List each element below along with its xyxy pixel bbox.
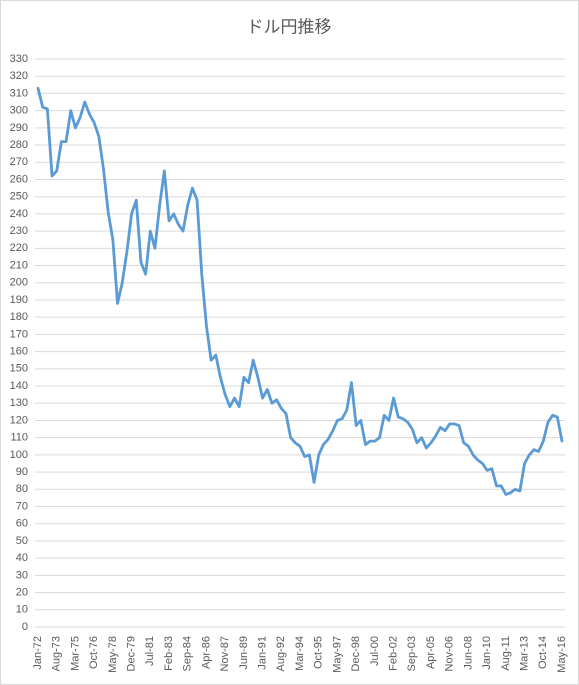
x-tick-label: Jun-89 [238,636,250,670]
x-tick-label: Aug-73 [51,636,63,671]
y-tick-label: 300 [10,105,28,117]
y-tick-label: 150 [10,363,28,375]
x-tick-label: Oct-76 [88,636,100,669]
y-tick-label: 10 [16,604,28,616]
y-tick-label: 50 [16,535,28,547]
y-tick-label: 330 [10,53,28,65]
x-tick-label: Jan-91 [256,636,268,670]
x-tick-label: Jul-00 [369,636,381,666]
y-tick-label: 20 [16,586,28,598]
x-tick-label: Dec-98 [350,636,362,671]
x-tick-label: Sep-03 [406,636,418,671]
x-tick-label: Nov-06 [444,636,456,671]
x-tick-label: Feb-83 [163,636,175,671]
x-tick-label: Aug-92 [275,636,287,671]
x-tick-label: Mar-75 [69,636,81,671]
y-tick-label: 70 [16,500,28,512]
y-tick-label: 0 [22,621,28,633]
y-tick-label: 130 [10,397,28,409]
y-tick-label: 90 [16,466,28,478]
y-tick-label: 60 [16,518,28,530]
x-tick-label: Jan-72 [32,636,44,670]
y-tick-label: 140 [10,380,28,392]
y-tick-label: 310 [10,87,28,99]
y-tick-label: 170 [10,328,28,340]
x-tick-label: Sep-84 [182,636,194,671]
y-tick-label: 220 [10,242,28,254]
x-tick-label: Mar-94 [294,636,306,671]
y-tick-label: 200 [10,277,28,289]
y-tick-label: 160 [10,346,28,358]
y-tick-label: 110 [10,432,28,444]
y-tick-label: 250 [10,191,28,203]
x-tick-label: Feb-02 [387,636,399,671]
x-tick-label: Oct-95 [313,636,325,669]
chart-title: ドル円推移 [247,17,332,36]
x-tick-label: May-16 [556,636,568,673]
y-tick-label: 180 [10,311,28,323]
x-tick-label: Oct-14 [537,636,549,669]
y-tick-label: 230 [10,225,28,237]
y-tick-label: 240 [10,208,28,220]
x-tick-label: May-78 [107,636,119,673]
y-tick-label: 120 [10,414,28,426]
x-tick-label: Nov-87 [219,636,231,671]
x-tick-label: Mar-13 [518,636,530,671]
x-tick-label: May-97 [331,636,343,673]
data-line [36,86,564,496]
y-tick-label: 190 [10,294,28,306]
y-tick-label: 210 [10,259,28,271]
y-tick-label: 40 [16,552,28,564]
y-tick-label: 100 [10,449,28,461]
x-tick-label: Aug-11 [500,636,512,671]
y-tick-label: 270 [10,156,28,168]
x-tick-label: Jan-10 [481,636,493,670]
y-tick-label: 30 [16,569,28,581]
y-tick-label: 290 [10,122,28,134]
x-tick-label: Apr-86 [200,636,212,669]
x-tick-label: Dec-79 [125,636,137,671]
x-tick-label: Apr-05 [425,636,437,669]
x-tick-label: Jun-08 [462,636,474,670]
y-tick-label: 260 [10,173,28,185]
y-tick-label: 280 [10,139,28,151]
x-tick-label: Jul-81 [144,636,156,666]
y-tick-label: 320 [10,70,28,82]
y-tick-label: 80 [16,483,28,495]
